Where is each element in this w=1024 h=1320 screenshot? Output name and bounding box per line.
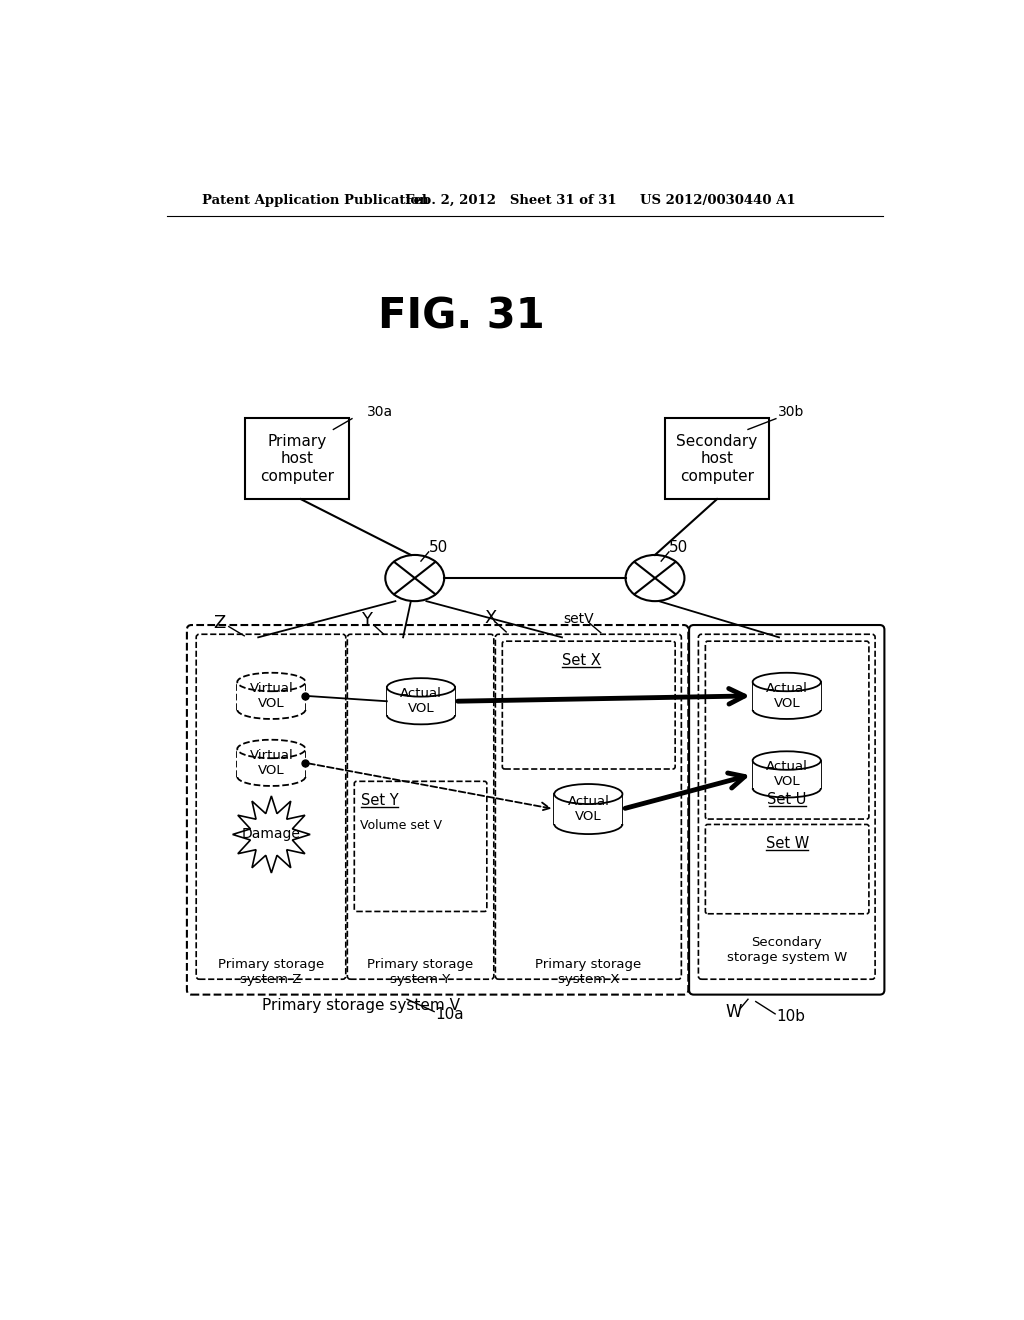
Text: FIG. 31: FIG. 31: [378, 296, 545, 337]
Text: 10b: 10b: [776, 1010, 805, 1024]
FancyBboxPatch shape: [347, 635, 494, 979]
Bar: [753, 760, 821, 788]
FancyBboxPatch shape: [354, 781, 486, 911]
FancyBboxPatch shape: [706, 642, 869, 818]
FancyBboxPatch shape: [187, 626, 688, 995]
Bar: [238, 748, 305, 776]
Ellipse shape: [753, 751, 821, 770]
Text: Actual
VOL: Actual VOL: [766, 760, 808, 788]
Bar: [753, 682, 821, 710]
FancyBboxPatch shape: [503, 642, 675, 770]
Text: Primary storage
system Y: Primary storage system Y: [368, 958, 474, 986]
Text: Set X: Set X: [561, 653, 600, 668]
Bar: [238, 682, 305, 710]
Bar: [245, 418, 349, 499]
Text: Patent Application Publication: Patent Application Publication: [202, 194, 428, 207]
Ellipse shape: [753, 673, 821, 692]
Text: Primary
host
computer: Primary host computer: [260, 434, 334, 483]
Ellipse shape: [626, 554, 684, 601]
FancyBboxPatch shape: [689, 626, 885, 995]
Text: Actual
VOL: Actual VOL: [766, 682, 808, 710]
Ellipse shape: [238, 673, 305, 692]
Text: 30b: 30b: [777, 405, 804, 420]
Text: Damage: Damage: [242, 828, 301, 841]
Text: 50: 50: [669, 540, 688, 554]
Text: 10a: 10a: [435, 1007, 464, 1022]
Polygon shape: [232, 796, 310, 873]
Ellipse shape: [385, 554, 444, 601]
Text: Primary storage
system Z: Primary storage system Z: [218, 958, 325, 986]
Text: Primary storage system V: Primary storage system V: [261, 998, 460, 1012]
Ellipse shape: [238, 739, 305, 758]
Bar: [554, 795, 623, 824]
Text: Secondary
storage system W: Secondary storage system W: [727, 936, 847, 964]
Text: Volume set V: Volume set V: [360, 820, 442, 833]
FancyBboxPatch shape: [197, 635, 346, 979]
Text: Set U: Set U: [767, 792, 807, 808]
Text: Set W: Set W: [766, 836, 809, 851]
Text: X: X: [484, 609, 497, 627]
Text: Actual
VOL: Actual VOL: [567, 795, 609, 824]
Text: Primary storage
system X: Primary storage system X: [536, 958, 641, 986]
Text: 30a: 30a: [367, 405, 393, 420]
FancyBboxPatch shape: [706, 825, 869, 913]
Text: Virtual
VOL: Virtual VOL: [250, 748, 293, 777]
Text: W: W: [726, 1003, 742, 1020]
Text: Secondary
host
computer: Secondary host computer: [677, 434, 758, 483]
FancyBboxPatch shape: [698, 635, 876, 979]
Bar: [387, 688, 455, 715]
Text: Y: Y: [361, 611, 372, 630]
FancyBboxPatch shape: [496, 635, 681, 979]
Text: 50: 50: [428, 540, 447, 554]
Text: Actual
VOL: Actual VOL: [400, 688, 442, 715]
Text: Feb. 2, 2012   Sheet 31 of 31: Feb. 2, 2012 Sheet 31 of 31: [404, 194, 616, 207]
Ellipse shape: [554, 784, 623, 804]
Text: Virtual
VOL: Virtual VOL: [250, 682, 293, 710]
Text: Set Y: Set Y: [361, 793, 398, 808]
Text: setV: setV: [564, 612, 594, 626]
Bar: [665, 418, 769, 499]
Text: Z: Z: [213, 614, 225, 632]
Ellipse shape: [387, 678, 455, 697]
Text: US 2012/0030440 A1: US 2012/0030440 A1: [640, 194, 795, 207]
